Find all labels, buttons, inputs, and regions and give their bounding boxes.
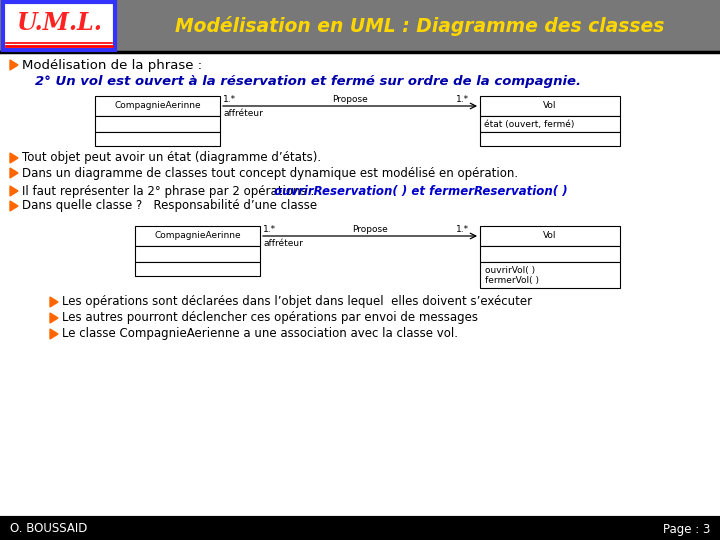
Text: Les autres pourront déclencher ces opérations par envoi de messages: Les autres pourront déclencher ces opéra… <box>62 312 478 325</box>
Text: 1.*: 1.* <box>263 225 276 234</box>
Text: Modélisation en UML : Diagramme des classes: Modélisation en UML : Diagramme des clas… <box>175 16 665 36</box>
Text: Vol: Vol <box>544 102 557 111</box>
Polygon shape <box>50 297 58 307</box>
Text: état (ouvert, fermé): état (ouvert, fermé) <box>484 119 575 129</box>
Text: fermerVol( ): fermerVol( ) <box>485 275 539 285</box>
Text: U.M.L.: U.M.L. <box>16 11 102 35</box>
Text: 1.*: 1.* <box>456 225 469 234</box>
Text: Modélisation de la phrase :: Modélisation de la phrase : <box>22 58 202 71</box>
Text: 2° Un vol est ouvert à la réservation et fermé sur ordre de la compagnie.: 2° Un vol est ouvert à la réservation et… <box>35 76 581 89</box>
Bar <box>480 132 620 146</box>
Polygon shape <box>10 60 18 70</box>
Text: Il faut représenter la 2° phrase par 2 opérations :: Il faut représenter la 2° phrase par 2 o… <box>22 185 318 198</box>
Text: Propose: Propose <box>332 95 368 104</box>
Bar <box>135 262 260 276</box>
Bar <box>480 96 620 116</box>
Text: Tout objet peut avoir un état (diagramme d’états).: Tout objet peut avoir un état (diagramme… <box>22 152 321 165</box>
Bar <box>135 246 260 262</box>
Bar <box>480 262 620 288</box>
Polygon shape <box>50 329 58 339</box>
Bar <box>480 226 620 246</box>
Text: CompagnieAerinne: CompagnieAerinne <box>114 102 201 111</box>
Polygon shape <box>50 313 58 323</box>
Polygon shape <box>10 186 18 196</box>
Text: Propose: Propose <box>352 225 388 234</box>
Bar <box>95 116 220 132</box>
Text: Page : 3: Page : 3 <box>662 523 710 536</box>
Bar <box>480 246 620 262</box>
Text: Les opérations sont déclarées dans l’objet dans lequel  elles doivent s’exécuter: Les opérations sont déclarées dans l’obj… <box>62 295 532 308</box>
Text: ouvrirReservation( ) et fermerReservation( ): ouvrirReservation( ) et fermerReservatio… <box>274 185 568 198</box>
Text: 1.*: 1.* <box>456 95 469 104</box>
Text: CompagnieAerinne: CompagnieAerinne <box>154 232 240 240</box>
Text: Vol: Vol <box>544 232 557 240</box>
Text: affréteur: affréteur <box>223 109 263 118</box>
Text: Le classe CompagnieAerienne a une association avec la classe vol.: Le classe CompagnieAerienne a une associ… <box>62 327 458 341</box>
Bar <box>0 518 720 540</box>
Bar <box>135 226 260 246</box>
Text: 1.*: 1.* <box>223 95 236 104</box>
Bar <box>480 116 620 132</box>
Bar <box>95 96 220 116</box>
Text: affréteur: affréteur <box>263 239 303 248</box>
Polygon shape <box>10 201 18 211</box>
Polygon shape <box>10 153 18 163</box>
Text: Dans un diagramme de classes tout concept dynamique est modélisé en opération.: Dans un diagramme de classes tout concep… <box>22 166 518 179</box>
Text: O. BOUSSAID: O. BOUSSAID <box>10 523 87 536</box>
Text: Dans quelle classe ?   Responsabilité d’une classe: Dans quelle classe ? Responsabilité d’un… <box>22 199 317 213</box>
Bar <box>3 2 115 50</box>
Bar <box>0 0 720 52</box>
Text: ouvrirVol( ): ouvrirVol( ) <box>485 266 535 274</box>
Polygon shape <box>10 168 18 178</box>
Bar <box>95 132 220 146</box>
